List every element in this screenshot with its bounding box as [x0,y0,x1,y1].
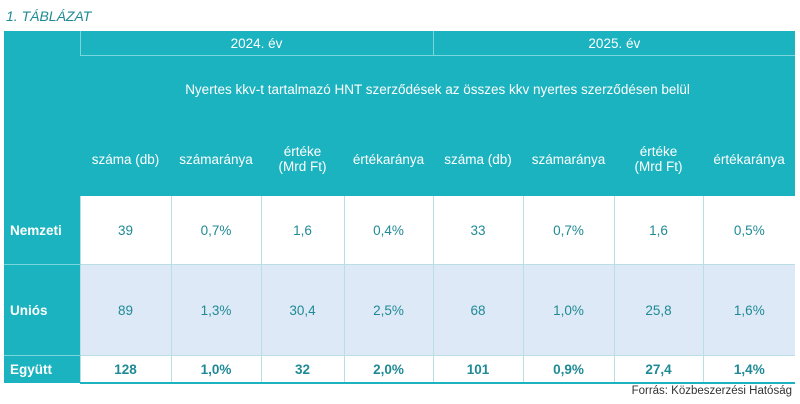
table-cell: 2,0% [343,355,434,384]
table-row: Uniós 89 1,3% 30,4 2,5% 68 1,0% 25,8 1,6… [4,264,796,356]
column-header: értékaránya [703,122,796,196]
year-header-2025: 2025. év [432,31,796,56]
column-header: száma (db) [80,122,171,196]
table-cell: 89 [79,264,171,356]
row-label: Uniós [4,264,80,356]
table-cell: 33 [432,196,524,265]
table-cell: 1,0% [522,264,615,356]
table-cell: 0,7% [170,196,261,265]
table-caption: 1. TÁBLÁZAT [6,8,92,24]
column-header: számaránya [171,122,261,196]
row-label: Nemzeti [4,196,80,265]
source-note: Forrás: Közbeszerzési Hatóság [631,385,792,397]
column-header: értéke (Mrd Ft) [261,122,344,196]
column-header: értékaránya [344,122,434,196]
table-cell: 27,4 [613,355,704,384]
column-header: értéke (Mrd Ft) [614,122,704,196]
table-cell: 25,8 [613,264,704,356]
table-cell: 30,4 [260,264,344,356]
table-cell: 1,3% [170,264,261,356]
table-row: Nemzeti 39 0,7% 1,6 0,4% 33 0,7% 1,6 0,5… [4,196,796,265]
table-cell: 2,5% [343,264,434,356]
table-cell: 0,4% [343,196,434,265]
table-cell: 32 [260,355,344,384]
table-cell: 1,6 [613,196,704,265]
table-row-total: Együtt 128 1,0% 32 2,0% 101 0,9% 27,4 1,… [4,355,796,384]
table-cell: 0,9% [522,355,615,384]
statistics-table: 2024. év 2025. év Nyertes kkv-t tartalma… [4,31,796,384]
table-cell: 128 [79,355,171,384]
table-cell: 68 [432,264,524,356]
row-label: Együtt [4,355,80,383]
column-header: száma (db) [433,122,524,196]
year-header-2024: 2024. év [79,31,434,56]
table-cell: 1,6 [260,196,344,265]
corner-cell [4,31,80,196]
table-cell: 101 [432,355,524,384]
table-cell: 1,0% [170,355,261,384]
column-header: számaránya [523,122,615,196]
table-cell: 1,4% [702,355,796,384]
table-cell: 1,6% [702,264,796,356]
table-cell: 0,7% [522,196,615,265]
table-cell: 0,5% [702,196,796,265]
table-subtitle: Nyertes kkv-t tartalmazó HNT szerződések… [80,55,796,122]
table-cell: 39 [79,196,171,265]
